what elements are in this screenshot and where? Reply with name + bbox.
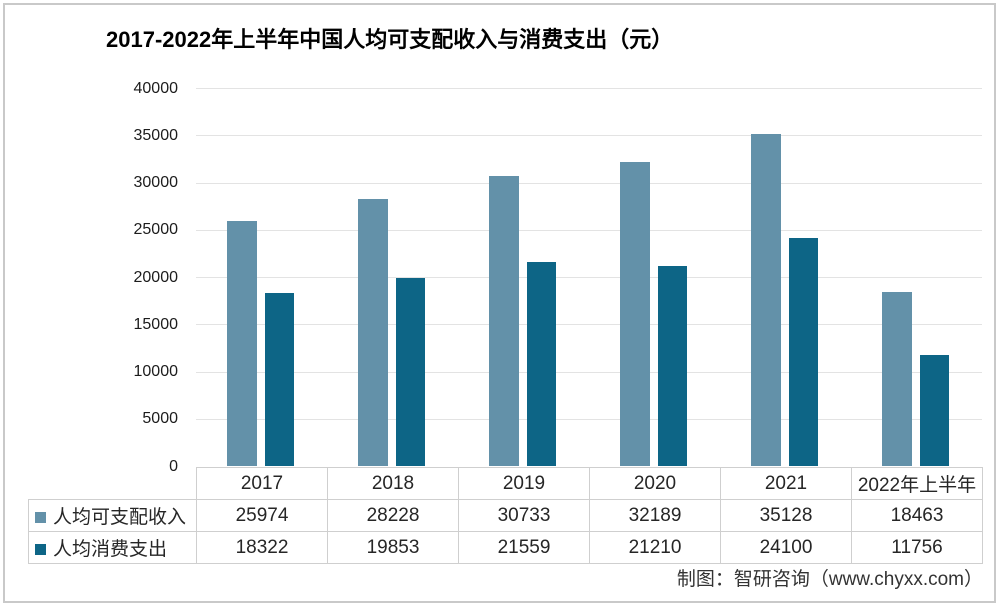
- value-cell: 25974: [196, 499, 328, 532]
- series-row-expense: 人均消费支出 18322 19853 21559 21210 24100 11756: [28, 531, 983, 564]
- series-label-cell: 人均可支配收入: [28, 499, 197, 532]
- chart-title: 2017-2022年上半年中国人均可支配收入与消费支出（元）: [106, 27, 674, 52]
- y-axis-tick-label: 40000: [133, 79, 179, 97]
- bar-income-2019: [489, 175, 519, 466]
- value-cell: 18463: [851, 499, 983, 532]
- plot-area: [196, 88, 982, 466]
- category-header-cell: 2022年上半年: [851, 467, 983, 500]
- source-credit: 制图：智研咨询（www.chyxx.com）: [676, 569, 983, 590]
- gridline: [196, 229, 982, 231]
- bar-income-2018: [358, 199, 388, 466]
- table-blank-cell: [29, 468, 197, 500]
- table-header-row: 2017 2018 2019 2020 2021 2022年上半年: [29, 467, 983, 500]
- gridline: [196, 371, 982, 373]
- bar-income-2017: [227, 220, 257, 466]
- value-cell: 35128: [720, 499, 852, 532]
- y-axis-tick-label: 0: [169, 457, 178, 475]
- value-cell: 30733: [458, 499, 590, 532]
- gridline: [196, 135, 982, 137]
- series-label-cell: 人均消费支出: [28, 531, 197, 564]
- gridline: [196, 182, 982, 184]
- gridline: [196, 418, 982, 420]
- bar-income-2022年上半年: [882, 291, 912, 466]
- category-header-cell: 2017: [196, 467, 328, 500]
- gridline: [196, 324, 982, 326]
- value-cell: 18322: [196, 531, 328, 564]
- legend-swatch-icon: [35, 544, 46, 555]
- value-cell: 24100: [720, 531, 852, 564]
- y-axis-tick-label: 25000: [133, 221, 179, 239]
- value-cell: 32189: [589, 499, 721, 532]
- y-axis-tick-label: 35000: [133, 126, 179, 144]
- gridline: [196, 88, 982, 89]
- series-row-income: 人均可支配收入 25974 28228 30733 32189 35128 18463: [28, 499, 983, 532]
- value-cell: 11756: [851, 531, 983, 564]
- y-axis-tick-label: 10000: [133, 363, 179, 380]
- value-cell: 19853: [327, 531, 459, 564]
- series-name: 人均可支配收入: [53, 507, 187, 528]
- category-header-cell: 2019: [458, 467, 590, 500]
- legend-swatch-icon: [35, 512, 46, 523]
- y-axis-tick-label: 20000: [133, 268, 179, 286]
- bar-expense-2017: [264, 292, 294, 466]
- series-name: 人均消费支出: [53, 539, 168, 560]
- bar-expense-2020: [657, 265, 687, 466]
- bar-income-2020: [620, 161, 650, 466]
- y-axis-tick-label: 5000: [142, 410, 178, 428]
- value-cell: 28228: [327, 499, 459, 532]
- category-header-cell: 2020: [589, 467, 721, 500]
- bar-expense-2018: [395, 278, 425, 466]
- category-header-cell: 2018: [327, 467, 459, 500]
- bar-expense-2019: [526, 262, 556, 466]
- category-header-cell: 2021: [720, 467, 852, 500]
- value-cell: 21559: [458, 531, 590, 564]
- y-axis-tick-label: 15000: [133, 315, 179, 333]
- y-axis-tick-label: 30000: [133, 174, 179, 191]
- data-table: 2017 2018 2019 2020 2021 2022年上半年人均可支配收入 25974…: [28, 467, 983, 564]
- gridline: [196, 277, 982, 278]
- bar-income-2021: [751, 134, 781, 466]
- bar-expense-2021: [788, 238, 818, 466]
- value-cell: 21210: [589, 531, 721, 564]
- bar-expense-2022年上半年: [919, 354, 949, 466]
